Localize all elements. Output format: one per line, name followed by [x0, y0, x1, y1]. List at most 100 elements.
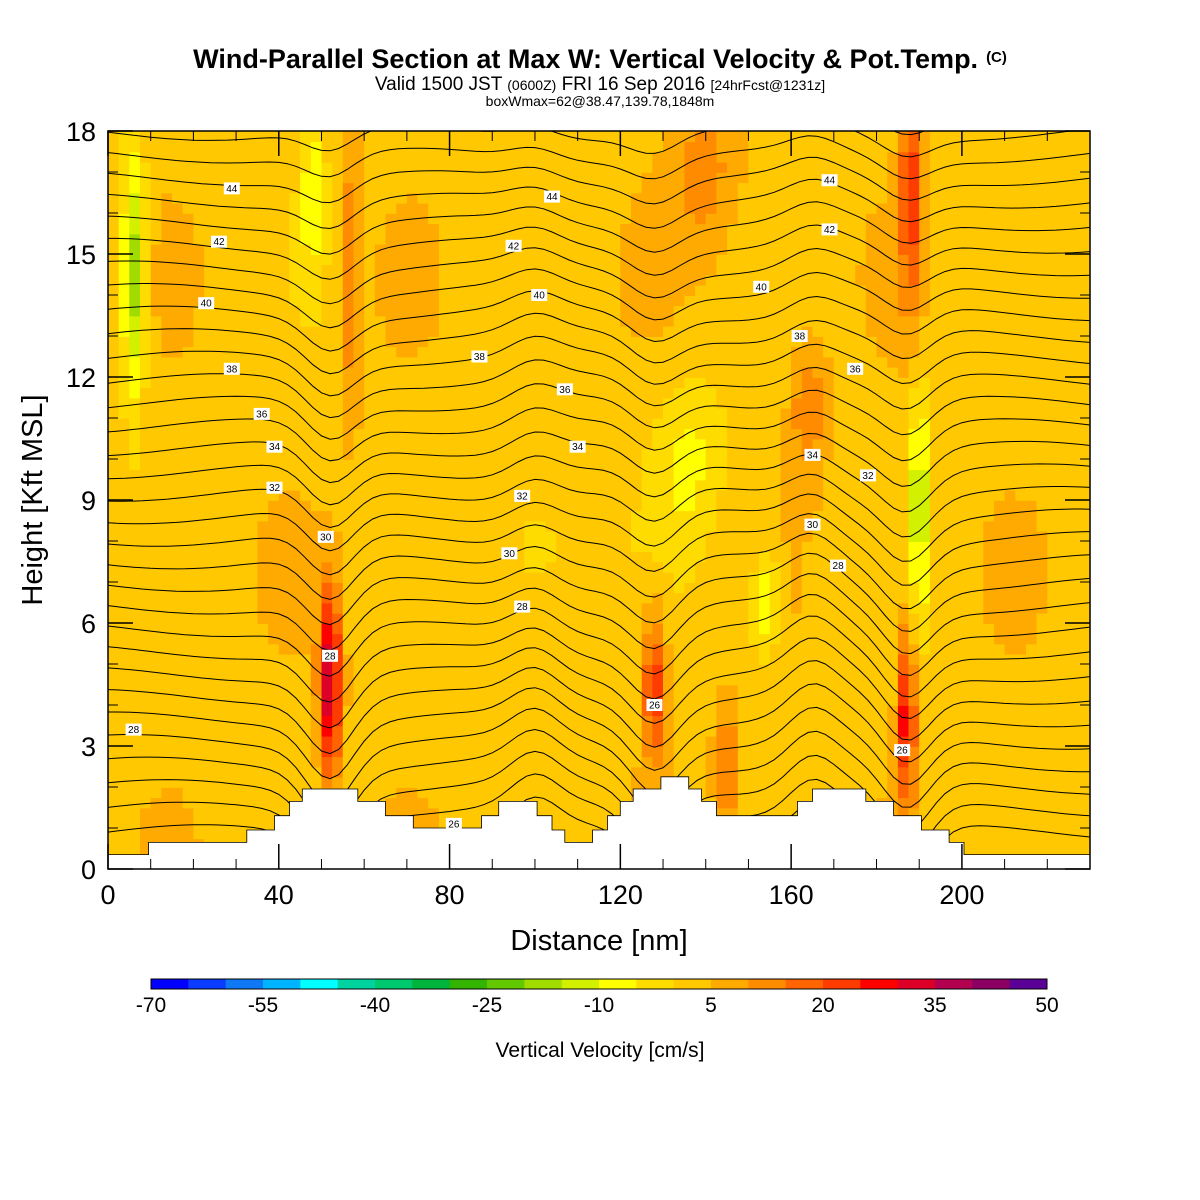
velocity-cell	[652, 264, 664, 276]
velocity-cell	[567, 489, 579, 501]
velocity-cell	[236, 233, 248, 245]
velocity-cell	[225, 489, 237, 501]
velocity-cell	[140, 746, 152, 758]
velocity-cell	[812, 592, 824, 604]
velocity-cell	[652, 746, 664, 758]
velocity-cell	[417, 264, 429, 276]
velocity-cell	[588, 817, 600, 829]
velocity-cell	[417, 612, 429, 624]
velocity-cell	[396, 161, 408, 173]
velocity-cell	[737, 131, 750, 143]
velocity-cell	[513, 776, 526, 788]
velocity-cell	[812, 182, 824, 194]
velocity-cell	[684, 336, 696, 348]
velocity-cell	[225, 295, 237, 307]
velocity-cell	[374, 612, 387, 624]
velocity-cell	[140, 254, 152, 266]
velocity-cell	[513, 766, 526, 778]
velocity-cell	[620, 356, 632, 368]
velocity-cell	[801, 264, 814, 276]
velocity-cell	[182, 182, 195, 194]
velocity-cell	[481, 459, 494, 471]
velocity-cell	[257, 356, 269, 368]
velocity-cell	[769, 797, 782, 809]
velocity-cell	[801, 274, 814, 286]
velocity-cell	[492, 233, 504, 245]
velocity-cell	[812, 305, 824, 317]
velocity-cell	[663, 592, 675, 604]
velocity-cell	[481, 551, 494, 563]
velocity-cell	[641, 356, 654, 368]
velocity-cell	[695, 182, 707, 194]
velocity-cell	[278, 705, 291, 717]
velocity-cell	[791, 684, 803, 696]
velocity-cell	[129, 664, 141, 676]
velocity-cell	[150, 776, 163, 788]
velocity-cell	[161, 674, 173, 686]
velocity-cell	[748, 377, 760, 389]
velocity-cell	[716, 336, 728, 348]
velocity-cell	[812, 397, 824, 409]
velocity-cell	[172, 787, 184, 799]
velocity-cell	[535, 151, 547, 163]
velocity-cell	[140, 653, 152, 665]
velocity-cell	[310, 551, 323, 563]
velocity-cell	[780, 448, 792, 460]
velocity-cell	[673, 131, 686, 143]
velocity-cell	[353, 664, 365, 676]
velocity-cell	[470, 459, 483, 471]
velocity-cell	[631, 571, 643, 583]
velocity-cell	[470, 192, 483, 204]
velocity-cell	[353, 623, 365, 635]
velocity-cell	[300, 500, 312, 512]
velocity-cell	[844, 623, 856, 635]
velocity-cell	[737, 264, 750, 276]
velocity-cell	[513, 264, 526, 276]
velocity-cell	[502, 674, 515, 686]
velocity-cell	[236, 172, 248, 184]
velocity-cell	[641, 500, 654, 512]
velocity-cell	[406, 223, 419, 235]
velocity-cell	[140, 797, 152, 809]
velocity-cell	[108, 766, 120, 778]
velocity-cell	[300, 202, 312, 214]
velocity-cell	[609, 592, 622, 604]
velocity-cell	[556, 592, 568, 604]
velocity-cell	[438, 346, 451, 358]
velocity-cell	[353, 643, 365, 655]
velocity-cell	[118, 817, 131, 829]
velocity-cell	[833, 592, 846, 604]
velocity-cell	[118, 612, 131, 624]
velocity-cell	[129, 756, 141, 768]
velocity-cell	[460, 489, 472, 501]
velocity-cell	[438, 459, 451, 471]
velocity-cell	[684, 756, 696, 768]
velocity-cell	[460, 336, 472, 348]
velocity-cell	[663, 479, 675, 491]
velocity-cell	[577, 612, 590, 624]
velocity-cell	[737, 397, 750, 409]
velocity-cell	[396, 592, 408, 604]
velocity-cell	[780, 612, 792, 624]
velocity-cell	[310, 366, 323, 378]
velocity-cell	[342, 141, 355, 153]
velocity-cell	[481, 161, 494, 173]
velocity-cell	[374, 530, 387, 542]
velocity-cell	[556, 510, 568, 522]
velocity-cell	[438, 356, 451, 368]
velocity-cell	[812, 582, 824, 594]
velocity-cell	[556, 571, 568, 583]
velocity-cell	[150, 274, 163, 286]
velocity-cell	[129, 428, 141, 440]
velocity-cell	[150, 418, 163, 430]
velocity-cell	[609, 684, 622, 696]
velocity-cell	[118, 735, 131, 747]
velocity-cell	[801, 541, 814, 553]
velocity-cell	[631, 243, 643, 255]
velocity-cell	[161, 602, 173, 614]
velocity-cell	[769, 407, 782, 419]
velocity-cell	[577, 694, 590, 706]
velocity-cell	[204, 828, 216, 840]
velocity-cell	[225, 387, 237, 399]
velocity-cell	[470, 397, 483, 409]
